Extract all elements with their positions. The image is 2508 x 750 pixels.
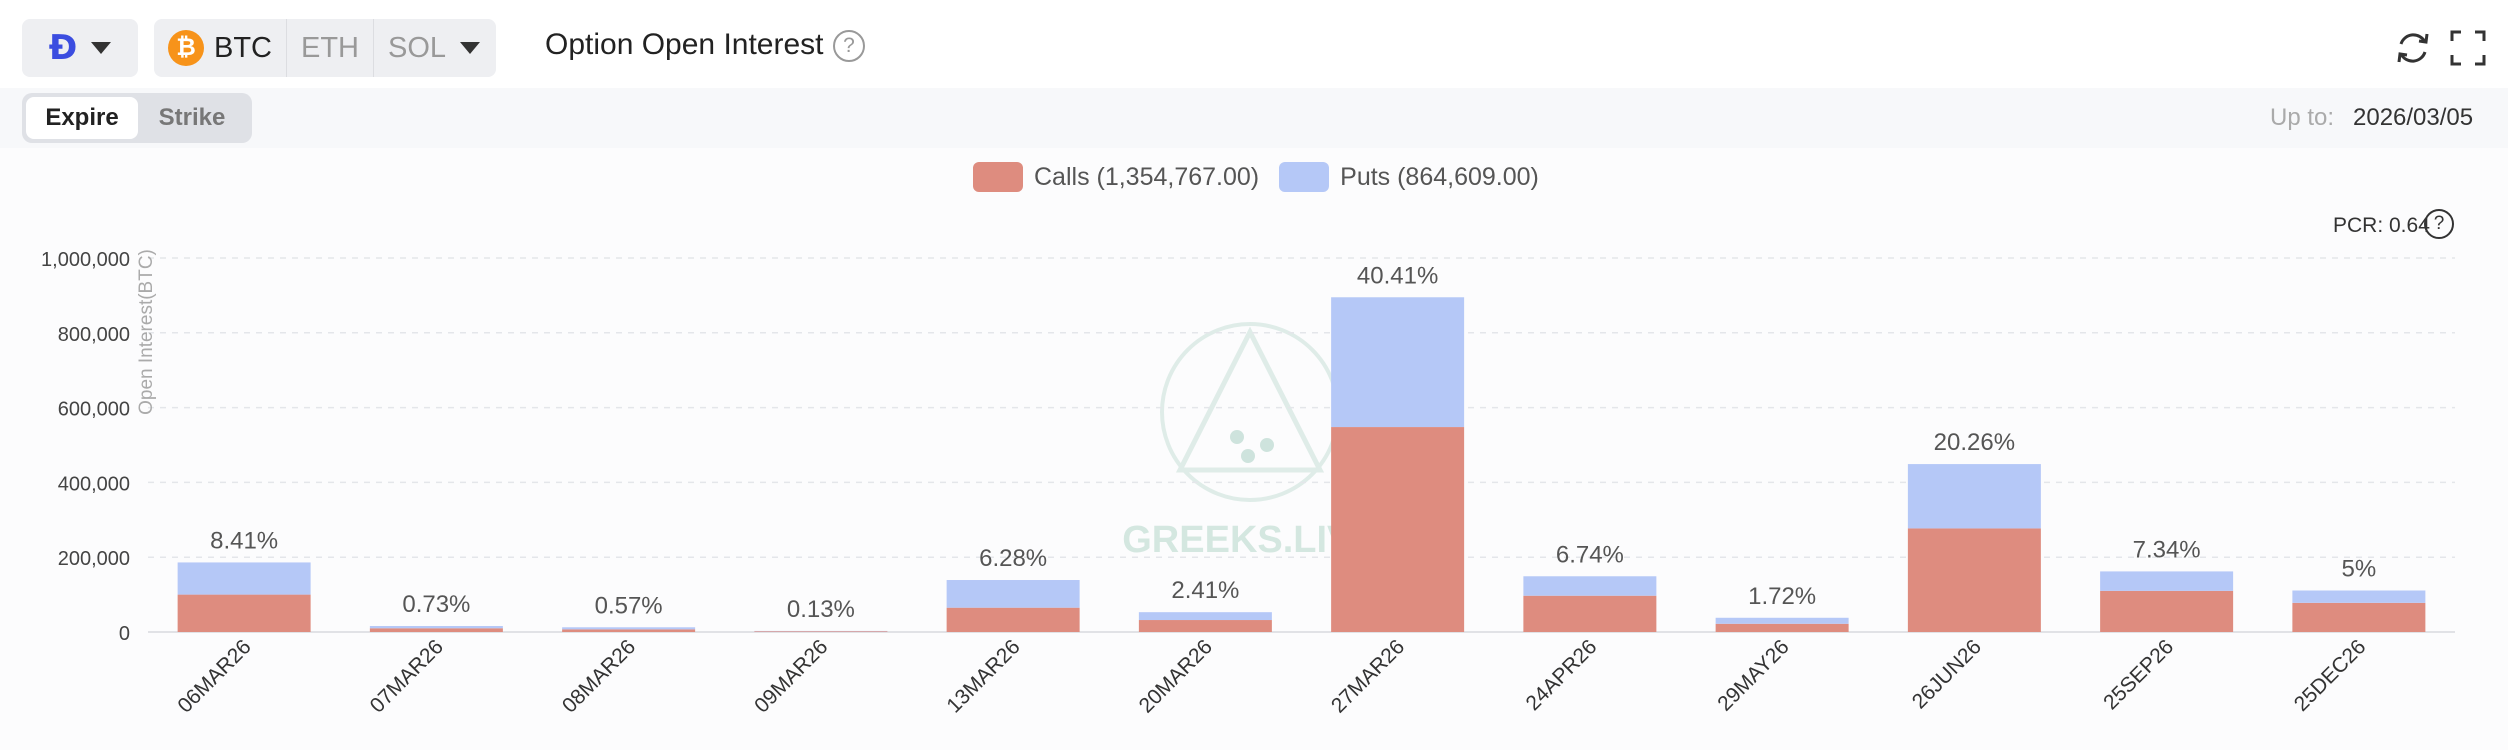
bar-percent-label: 6.28% [979, 545, 1047, 572]
divider [286, 19, 287, 77]
x-tick-label: 08MAR26 [558, 635, 640, 717]
y-tick-label: 200,000 [58, 548, 130, 570]
bar-calls [1331, 427, 1465, 632]
x-tick-label: 27MAR26 [1327, 635, 1409, 717]
bar-calls [2100, 590, 2234, 632]
x-tick-label: 06MAR26 [173, 635, 255, 717]
bar-puts [1715, 617, 1849, 624]
x-tick-label: 25DEC26 [2290, 635, 2371, 716]
calls-swatch [973, 162, 1023, 192]
asset-tab-sol[interactable]: SOL [374, 19, 494, 77]
x-tick-label: 29MAY26 [1713, 635, 1793, 715]
bar-percent-label: 5% [2342, 555, 2377, 582]
x-tick-label: 13MAR26 [942, 635, 1024, 717]
asset-label: SOL [388, 31, 447, 64]
upto-label: Up to: [2270, 104, 2335, 131]
bar-calls [369, 628, 503, 632]
x-tick-label: 20MAR26 [1135, 635, 1217, 717]
x-tick-label: 09MAR26 [750, 635, 832, 717]
deribit-logo-icon: Ð [48, 28, 78, 68]
y-tick-label: 400,000 [58, 473, 130, 495]
bar-puts [1138, 612, 1272, 621]
y-tick-label: 1,000,000 [41, 249, 130, 271]
upto-date[interactable]: 2026/03/05 [2353, 104, 2474, 131]
asset-label: BTC [214, 31, 272, 64]
chart-legend: Calls (1,354,767.00) Puts (864,609.00) [973, 162, 1539, 192]
top-toolbar: Ð ₿ BTC ETH SOL Option Open Interest ? [0, 0, 2508, 88]
watermark-logo [1160, 322, 1340, 502]
y-tick-label: 0 [119, 623, 130, 645]
bar-puts [1907, 464, 2041, 529]
x-tick-label: 25SEP26 [2099, 635, 2178, 714]
bar-percent-label: 0.73% [402, 591, 470, 618]
asset-tab-btc[interactable]: ₿ BTC [154, 19, 286, 77]
bar-puts [1331, 297, 1465, 428]
refresh-icon[interactable] [2393, 28, 2433, 68]
bar-percent-label: 6.74% [1556, 541, 1624, 568]
view-mode-toggle: Expire Strike [22, 93, 252, 143]
pcr-help-icon[interactable]: ? [2424, 209, 2454, 239]
asset-label: ETH [301, 31, 359, 64]
bar-puts [369, 626, 503, 629]
y-tick-label: 600,000 [58, 399, 130, 421]
help-icon[interactable]: ? [833, 30, 865, 62]
x-tick-label: 26JUN26 [1908, 635, 1986, 713]
bar-calls [754, 631, 888, 632]
page-title: Option Open Interest [545, 28, 824, 61]
bitcoin-icon: ₿ [168, 30, 204, 66]
bar-puts [177, 562, 311, 595]
y-axis-title: Open Interest(BTC) [136, 249, 157, 415]
y-tick-label: 800,000 [58, 324, 130, 346]
x-tick-label: 24APR26 [1522, 635, 1602, 715]
bar-puts [562, 627, 696, 630]
bar-percent-label: 7.34% [2133, 536, 2201, 563]
puts-swatch [1279, 162, 1330, 192]
chevron-down-icon [460, 42, 481, 54]
view-options-bar: Expire Strike Up to: 2026/03/05 [0, 88, 2508, 148]
bar-puts [2292, 590, 2426, 603]
legend-label-calls: Calls (1,354,767.00) [1034, 162, 1260, 191]
bar-calls [946, 607, 1080, 632]
chevron-down-icon [91, 42, 112, 54]
bar-percent-label: 0.57% [595, 592, 663, 619]
bar-calls [562, 629, 696, 632]
bar-percent-label: 0.13% [787, 596, 855, 623]
bar-calls [2292, 602, 2426, 632]
bar-percent-label: 2.41% [1171, 577, 1239, 604]
legend-label-puts: Puts (864,609.00) [1340, 162, 1539, 191]
bar-calls [1523, 595, 1657, 632]
bar-percent-label: 1.72% [1748, 583, 1816, 610]
bar-percent-label: 40.41% [1357, 262, 1438, 289]
pcr-value: PCR: 0.64 [2333, 214, 2430, 237]
bar-puts [2100, 571, 2234, 591]
chart-panel [0, 148, 2508, 750]
fullscreen-icon[interactable] [2448, 28, 2488, 68]
tab-expire[interactable]: Expire [26, 97, 138, 139]
exchange-selector[interactable]: Ð [22, 19, 138, 77]
asset-tab-eth[interactable]: ETH [287, 19, 373, 77]
bar-puts [1523, 576, 1657, 596]
bar-percent-label: 8.41% [210, 527, 278, 554]
bar-calls [1138, 620, 1272, 632]
asset-selector: ₿ BTC ETH SOL [154, 19, 496, 77]
bar-calls [1715, 623, 1849, 632]
tab-strike[interactable]: Strike [158, 104, 226, 131]
bar-percent-label: 20.26% [1934, 429, 2015, 456]
divider [373, 19, 374, 77]
legend-item-calls[interactable]: Calls (1,354,767.00) [973, 162, 1259, 192]
bar-calls [1907, 528, 2041, 632]
bar-puts [946, 580, 1080, 608]
legend-item-puts[interactable]: Puts (864,609.00) [1279, 162, 1539, 192]
x-tick-label: 07MAR26 [366, 635, 448, 717]
bar-calls [177, 594, 311, 632]
